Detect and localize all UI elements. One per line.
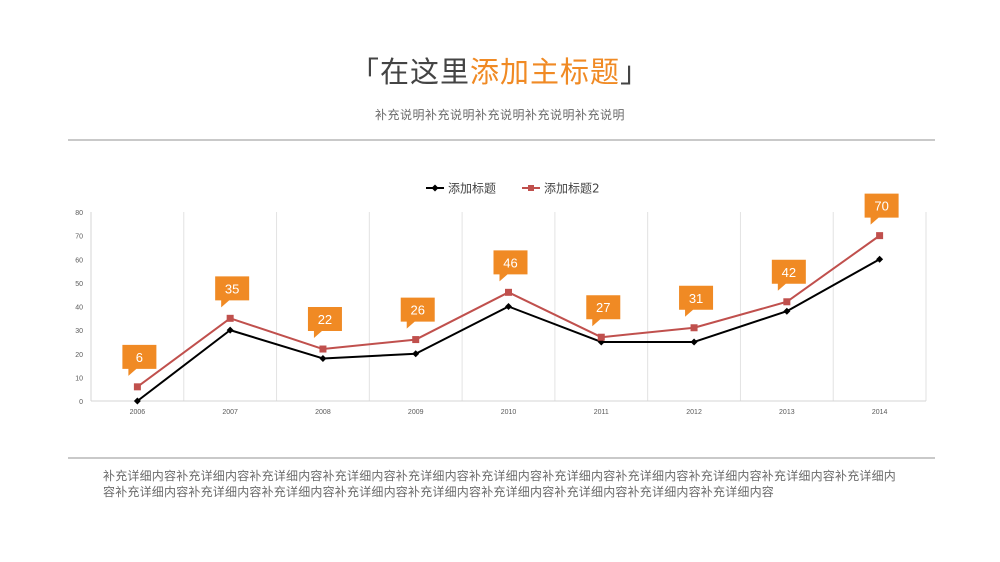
data-point <box>505 303 512 310</box>
page-title: 「在这里添加主标题」 <box>0 52 1000 92</box>
data-point <box>319 354 327 362</box>
top-divider <box>68 139 935 141</box>
data-point <box>876 232 884 240</box>
data-label-callout <box>493 250 528 282</box>
data-point <box>505 288 512 296</box>
x-tick-label: 2009 <box>408 409 424 416</box>
x-tick-label: 2006 <box>130 409 146 416</box>
data-label-callout <box>586 295 621 327</box>
bottom-divider <box>68 457 935 459</box>
data-point <box>319 345 327 353</box>
data-label: 26 <box>410 303 424 318</box>
data-label-callout <box>771 259 806 291</box>
data-point <box>783 307 791 315</box>
data-point <box>412 350 420 358</box>
y-tick-label: 50 <box>75 281 83 288</box>
x-tick-label: 2014 <box>872 409 888 416</box>
data-label: 22 <box>318 312 332 327</box>
data-label-callout <box>215 276 250 308</box>
x-tick-label: 2007 <box>222 409 238 416</box>
data-label-callout <box>307 307 342 339</box>
x-tick-label: 2010 <box>501 409 517 416</box>
data-point <box>133 383 141 391</box>
line-chart: 0 10 20 30 40 50 60 70 80 2006 2007 2008 2009 2010 201… <box>75 182 927 416</box>
data-label: 35 <box>225 281 239 296</box>
y-tick-label: 0 <box>79 399 83 406</box>
data-point <box>597 333 605 341</box>
data-point <box>690 338 698 346</box>
y-tick-label: 70 <box>75 234 83 241</box>
data-label-callout <box>400 297 435 329</box>
y-tick-label: 10 <box>75 375 83 382</box>
data-point <box>690 324 698 332</box>
page-subtitle: 补充说明补充说明补充说明补充说明补充说明 <box>374 108 625 122</box>
x-tick-label: 2008 <box>315 409 331 416</box>
data-label: 31 <box>689 291 703 306</box>
data-label-callout <box>122 344 157 376</box>
legend-marker <box>431 184 439 192</box>
x-tick-label: 2011 <box>594 409 609 416</box>
y-tick-label: 40 <box>75 305 83 312</box>
data-point <box>876 255 884 263</box>
data-label: 27 <box>596 300 610 315</box>
y-tick-label: 30 <box>75 328 83 335</box>
y-tick-label: 60 <box>75 257 83 264</box>
data-label: 46 <box>503 255 517 270</box>
title-bracket-open: 「 <box>349 55 380 89</box>
x-tick-label: 2012 <box>686 409 702 416</box>
data-label: 6 <box>136 350 143 365</box>
y-tick-label: 20 <box>75 352 83 359</box>
title-accent-part: 添加主标题 <box>470 55 621 89</box>
data-label: 70 <box>874 199 888 214</box>
data-point <box>783 298 791 306</box>
data-point <box>133 397 141 405</box>
legend-label: 添加标题2 <box>544 182 600 196</box>
title-dark-part: 在这里 <box>379 55 470 89</box>
data-point <box>412 336 420 344</box>
data-label-callout <box>864 193 899 225</box>
data-label-callout <box>679 285 714 317</box>
description-text: 补充详细内容补充详细内容补充详细内容补充详细内容补充详细内容补充详细内容补充详细… <box>103 469 897 499</box>
data-point <box>226 314 234 322</box>
x-tick-label: 2013 <box>779 409 795 416</box>
legend-label: 添加标题 <box>448 182 496 196</box>
title-bracket-close: 」 <box>620 55 651 89</box>
data-point <box>226 326 234 334</box>
y-tick-label: 80 <box>75 210 83 217</box>
legend-marker <box>528 185 534 191</box>
data-label: 42 <box>782 265 796 280</box>
